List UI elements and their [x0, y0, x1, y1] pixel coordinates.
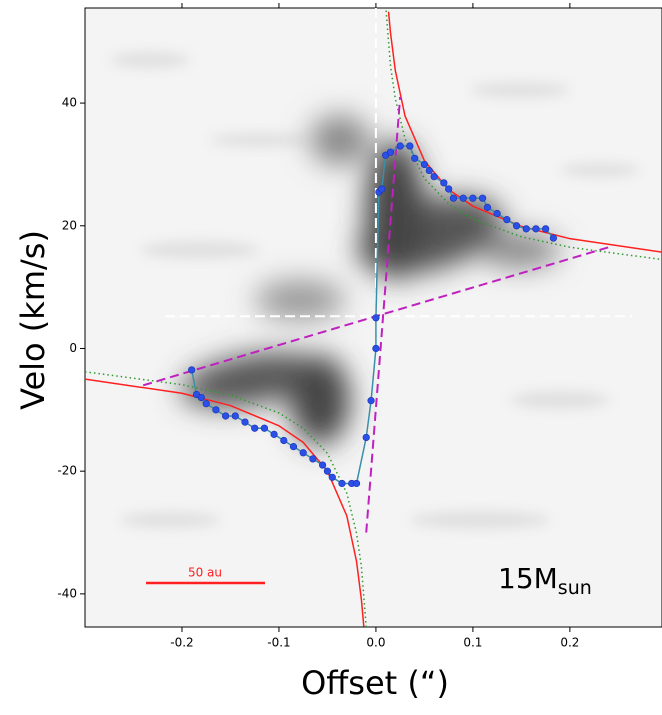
- data-point: [406, 142, 414, 150]
- x-tick-label: 0.2: [560, 636, 579, 650]
- y-tick-label: 20: [62, 218, 77, 232]
- data-point: [202, 400, 210, 408]
- scale-label: 50 au: [188, 566, 222, 580]
- plot-data: [85, 8, 662, 627]
- data-point: [231, 412, 239, 420]
- data-point: [362, 433, 370, 442]
- data-point: [212, 406, 220, 414]
- data-point: [532, 225, 540, 233]
- data-point: [260, 424, 269, 432]
- data-point: [378, 185, 386, 193]
- x-axis-label: Offset (“): [301, 664, 449, 702]
- data-point: [299, 449, 307, 457]
- data-point: [420, 160, 429, 169]
- x-tick-label: 0.0: [366, 636, 385, 650]
- data-point: [459, 194, 467, 202]
- data-point: [197, 393, 205, 402]
- data-point: [318, 461, 327, 469]
- data-point: [425, 166, 433, 175]
- data-point: [493, 209, 501, 218]
- data-point: [188, 366, 196, 374]
- curve: [365, 96, 402, 533]
- data-point: [270, 430, 278, 438]
- mass-subscript: sun: [558, 577, 592, 599]
- x-tick-label: -0.2: [170, 636, 193, 650]
- data-point: [542, 225, 550, 233]
- data-point: [449, 194, 458, 202]
- data-point: [309, 455, 317, 463]
- data-point: [483, 203, 492, 211]
- data-point: [512, 222, 521, 230]
- data-point: [367, 397, 375, 405]
- y-axis-label: Velo (km/s): [14, 230, 52, 410]
- data-point: [549, 234, 557, 242]
- data-point: [411, 154, 419, 162]
- y-tick-label: -40: [57, 586, 77, 600]
- y-tick-label: 40: [62, 96, 77, 110]
- data-point: [469, 194, 477, 202]
- data-point: [430, 173, 438, 181]
- y-tick-label: 0: [69, 341, 77, 355]
- mass-label: 15Msun: [498, 562, 592, 599]
- data-point: [503, 216, 511, 224]
- data-point: [251, 424, 259, 432]
- mass-text: 15M: [498, 562, 558, 595]
- curve: [85, 371, 367, 627]
- data-point: [372, 314, 380, 322]
- data-point: [445, 185, 453, 193]
- data-point: [440, 179, 448, 187]
- data-point: [222, 412, 230, 420]
- data-point: [352, 479, 361, 488]
- data-point: [478, 194, 487, 202]
- plot-frame: [84, 7, 662, 628]
- data-point: [338, 479, 346, 488]
- y-tick-label: -20: [57, 464, 77, 478]
- data-point: [328, 473, 336, 481]
- data-point: [241, 418, 249, 426]
- data-point: [289, 443, 298, 451]
- data-point: [280, 436, 288, 445]
- emission-map: [85, 8, 662, 627]
- data-point: [386, 148, 395, 156]
- data-point: [372, 344, 380, 353]
- data-point: [396, 142, 404, 150]
- x-tick-label: 0.1: [463, 636, 482, 650]
- data-point: [323, 467, 332, 475]
- x-tick-label: -0.1: [267, 636, 290, 650]
- data-point: [522, 225, 530, 233]
